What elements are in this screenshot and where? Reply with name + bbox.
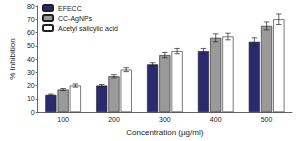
- svg-text:Concentration (µg/ml): Concentration (µg/ml): [126, 128, 203, 137]
- svg-text:300: 300: [159, 116, 171, 123]
- svg-text:70: 70: [27, 16, 35, 23]
- svg-text:30: 30: [27, 69, 35, 76]
- svg-text:20: 20: [27, 82, 35, 89]
- svg-text:10: 10: [27, 95, 35, 102]
- svg-text:40: 40: [27, 56, 35, 63]
- svg-text:500: 500: [261, 116, 273, 123]
- svg-text:0: 0: [31, 109, 35, 116]
- svg-text:100: 100: [57, 116, 69, 123]
- svg-text:400: 400: [210, 116, 222, 123]
- svg-text:CC-AgNPs: CC-AgNPs: [58, 15, 93, 23]
- svg-text:80: 80: [27, 3, 35, 10]
- svg-text:60: 60: [27, 29, 35, 36]
- svg-text:EFECC: EFECC: [58, 5, 82, 12]
- svg-text:50: 50: [27, 42, 35, 49]
- svg-text:% Inhibition: % Inhibition: [8, 38, 17, 79]
- svg-text:200: 200: [108, 116, 120, 123]
- svg-text:Acetyl salicylic acid: Acetyl salicylic acid: [58, 25, 118, 33]
